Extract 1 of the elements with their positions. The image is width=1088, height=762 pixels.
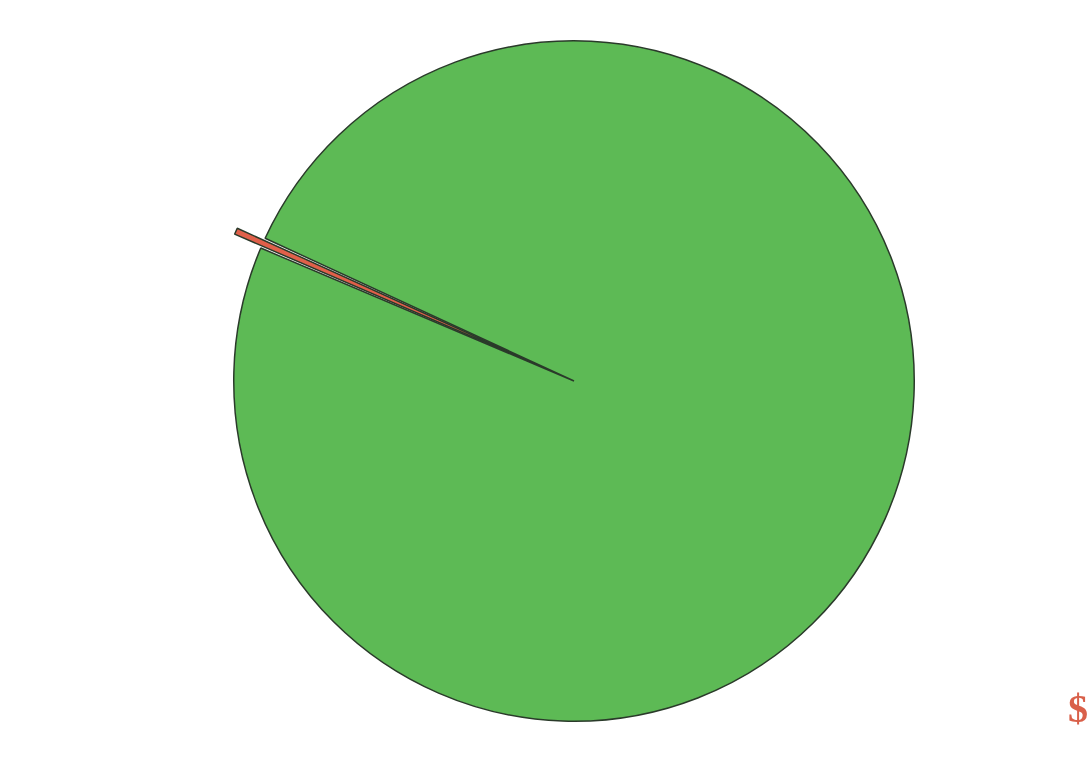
text: $ [1068, 685, 1088, 732]
